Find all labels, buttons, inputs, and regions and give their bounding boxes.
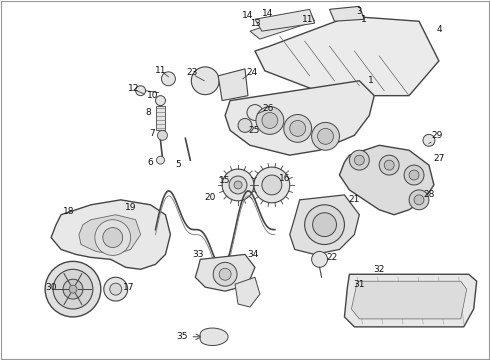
- Text: 27: 27: [433, 154, 444, 163]
- Circle shape: [53, 269, 93, 309]
- Circle shape: [305, 205, 344, 244]
- Circle shape: [191, 67, 219, 95]
- Circle shape: [284, 114, 312, 142]
- Text: 12: 12: [128, 84, 139, 93]
- Circle shape: [110, 283, 122, 295]
- Polygon shape: [250, 11, 315, 39]
- Text: 18: 18: [63, 207, 75, 216]
- Circle shape: [414, 195, 424, 205]
- Text: 25: 25: [248, 126, 260, 135]
- Text: 30: 30: [46, 283, 57, 292]
- Text: 14: 14: [242, 11, 254, 20]
- Text: 24: 24: [246, 68, 258, 77]
- Circle shape: [379, 155, 399, 175]
- Text: 8: 8: [146, 108, 151, 117]
- Text: 34: 34: [247, 250, 259, 259]
- Circle shape: [254, 167, 290, 203]
- Polygon shape: [255, 16, 439, 96]
- Polygon shape: [351, 281, 467, 319]
- Circle shape: [162, 72, 175, 86]
- Text: 11: 11: [302, 15, 314, 24]
- Circle shape: [229, 176, 247, 194]
- Circle shape: [157, 130, 168, 140]
- Circle shape: [155, 96, 166, 105]
- Text: 19: 19: [125, 203, 136, 212]
- Circle shape: [354, 155, 365, 165]
- Polygon shape: [200, 328, 228, 346]
- Polygon shape: [225, 81, 374, 155]
- Circle shape: [262, 175, 282, 195]
- Text: 31: 31: [354, 280, 365, 289]
- Text: 28: 28: [423, 190, 435, 199]
- Text: 23: 23: [187, 68, 198, 77]
- Polygon shape: [344, 274, 477, 327]
- Circle shape: [318, 129, 334, 144]
- Polygon shape: [79, 215, 141, 255]
- Text: 5: 5: [175, 159, 181, 168]
- Circle shape: [219, 268, 231, 280]
- Text: 16: 16: [279, 174, 291, 183]
- Circle shape: [213, 262, 237, 286]
- Polygon shape: [155, 105, 166, 130]
- Polygon shape: [196, 255, 255, 291]
- Text: 6: 6: [147, 158, 153, 167]
- Text: 10: 10: [147, 91, 158, 100]
- Circle shape: [222, 169, 254, 201]
- Text: 32: 32: [373, 265, 385, 274]
- Circle shape: [95, 220, 131, 255]
- Text: 3: 3: [357, 7, 362, 16]
- Circle shape: [234, 181, 242, 189]
- Circle shape: [312, 122, 340, 150]
- Circle shape: [104, 277, 128, 301]
- Circle shape: [136, 86, 146, 96]
- Text: 17: 17: [123, 283, 134, 292]
- Circle shape: [69, 285, 77, 293]
- Polygon shape: [290, 195, 359, 255]
- Text: 33: 33: [193, 250, 204, 259]
- Circle shape: [312, 251, 327, 267]
- Circle shape: [262, 113, 278, 129]
- Circle shape: [349, 150, 369, 170]
- Circle shape: [63, 279, 83, 299]
- Polygon shape: [340, 145, 434, 215]
- Polygon shape: [51, 200, 171, 269]
- Text: 1: 1: [368, 76, 374, 85]
- Circle shape: [290, 121, 306, 136]
- Text: 26: 26: [262, 104, 273, 113]
- Circle shape: [423, 134, 435, 146]
- Polygon shape: [329, 6, 365, 21]
- Polygon shape: [218, 69, 248, 100]
- Text: 4: 4: [436, 25, 441, 34]
- Text: 35: 35: [176, 332, 188, 341]
- Circle shape: [103, 228, 122, 247]
- Circle shape: [409, 190, 429, 210]
- Circle shape: [256, 107, 284, 134]
- Polygon shape: [255, 9, 315, 31]
- Text: 1: 1: [362, 15, 367, 24]
- Circle shape: [238, 118, 252, 132]
- Text: 22: 22: [326, 253, 337, 262]
- Text: 11: 11: [155, 66, 166, 75]
- Circle shape: [409, 170, 419, 180]
- Circle shape: [45, 261, 101, 317]
- Text: 14: 14: [262, 9, 273, 18]
- Polygon shape: [235, 277, 260, 307]
- Text: 7: 7: [149, 129, 155, 138]
- Text: 20: 20: [204, 193, 216, 202]
- Circle shape: [384, 160, 394, 170]
- Text: 15: 15: [220, 176, 231, 185]
- Text: 13: 13: [249, 19, 260, 28]
- Circle shape: [404, 165, 424, 185]
- Circle shape: [156, 156, 165, 164]
- Text: 29: 29: [431, 131, 442, 140]
- Text: 21: 21: [349, 195, 360, 204]
- Circle shape: [247, 105, 263, 121]
- Circle shape: [313, 213, 337, 237]
